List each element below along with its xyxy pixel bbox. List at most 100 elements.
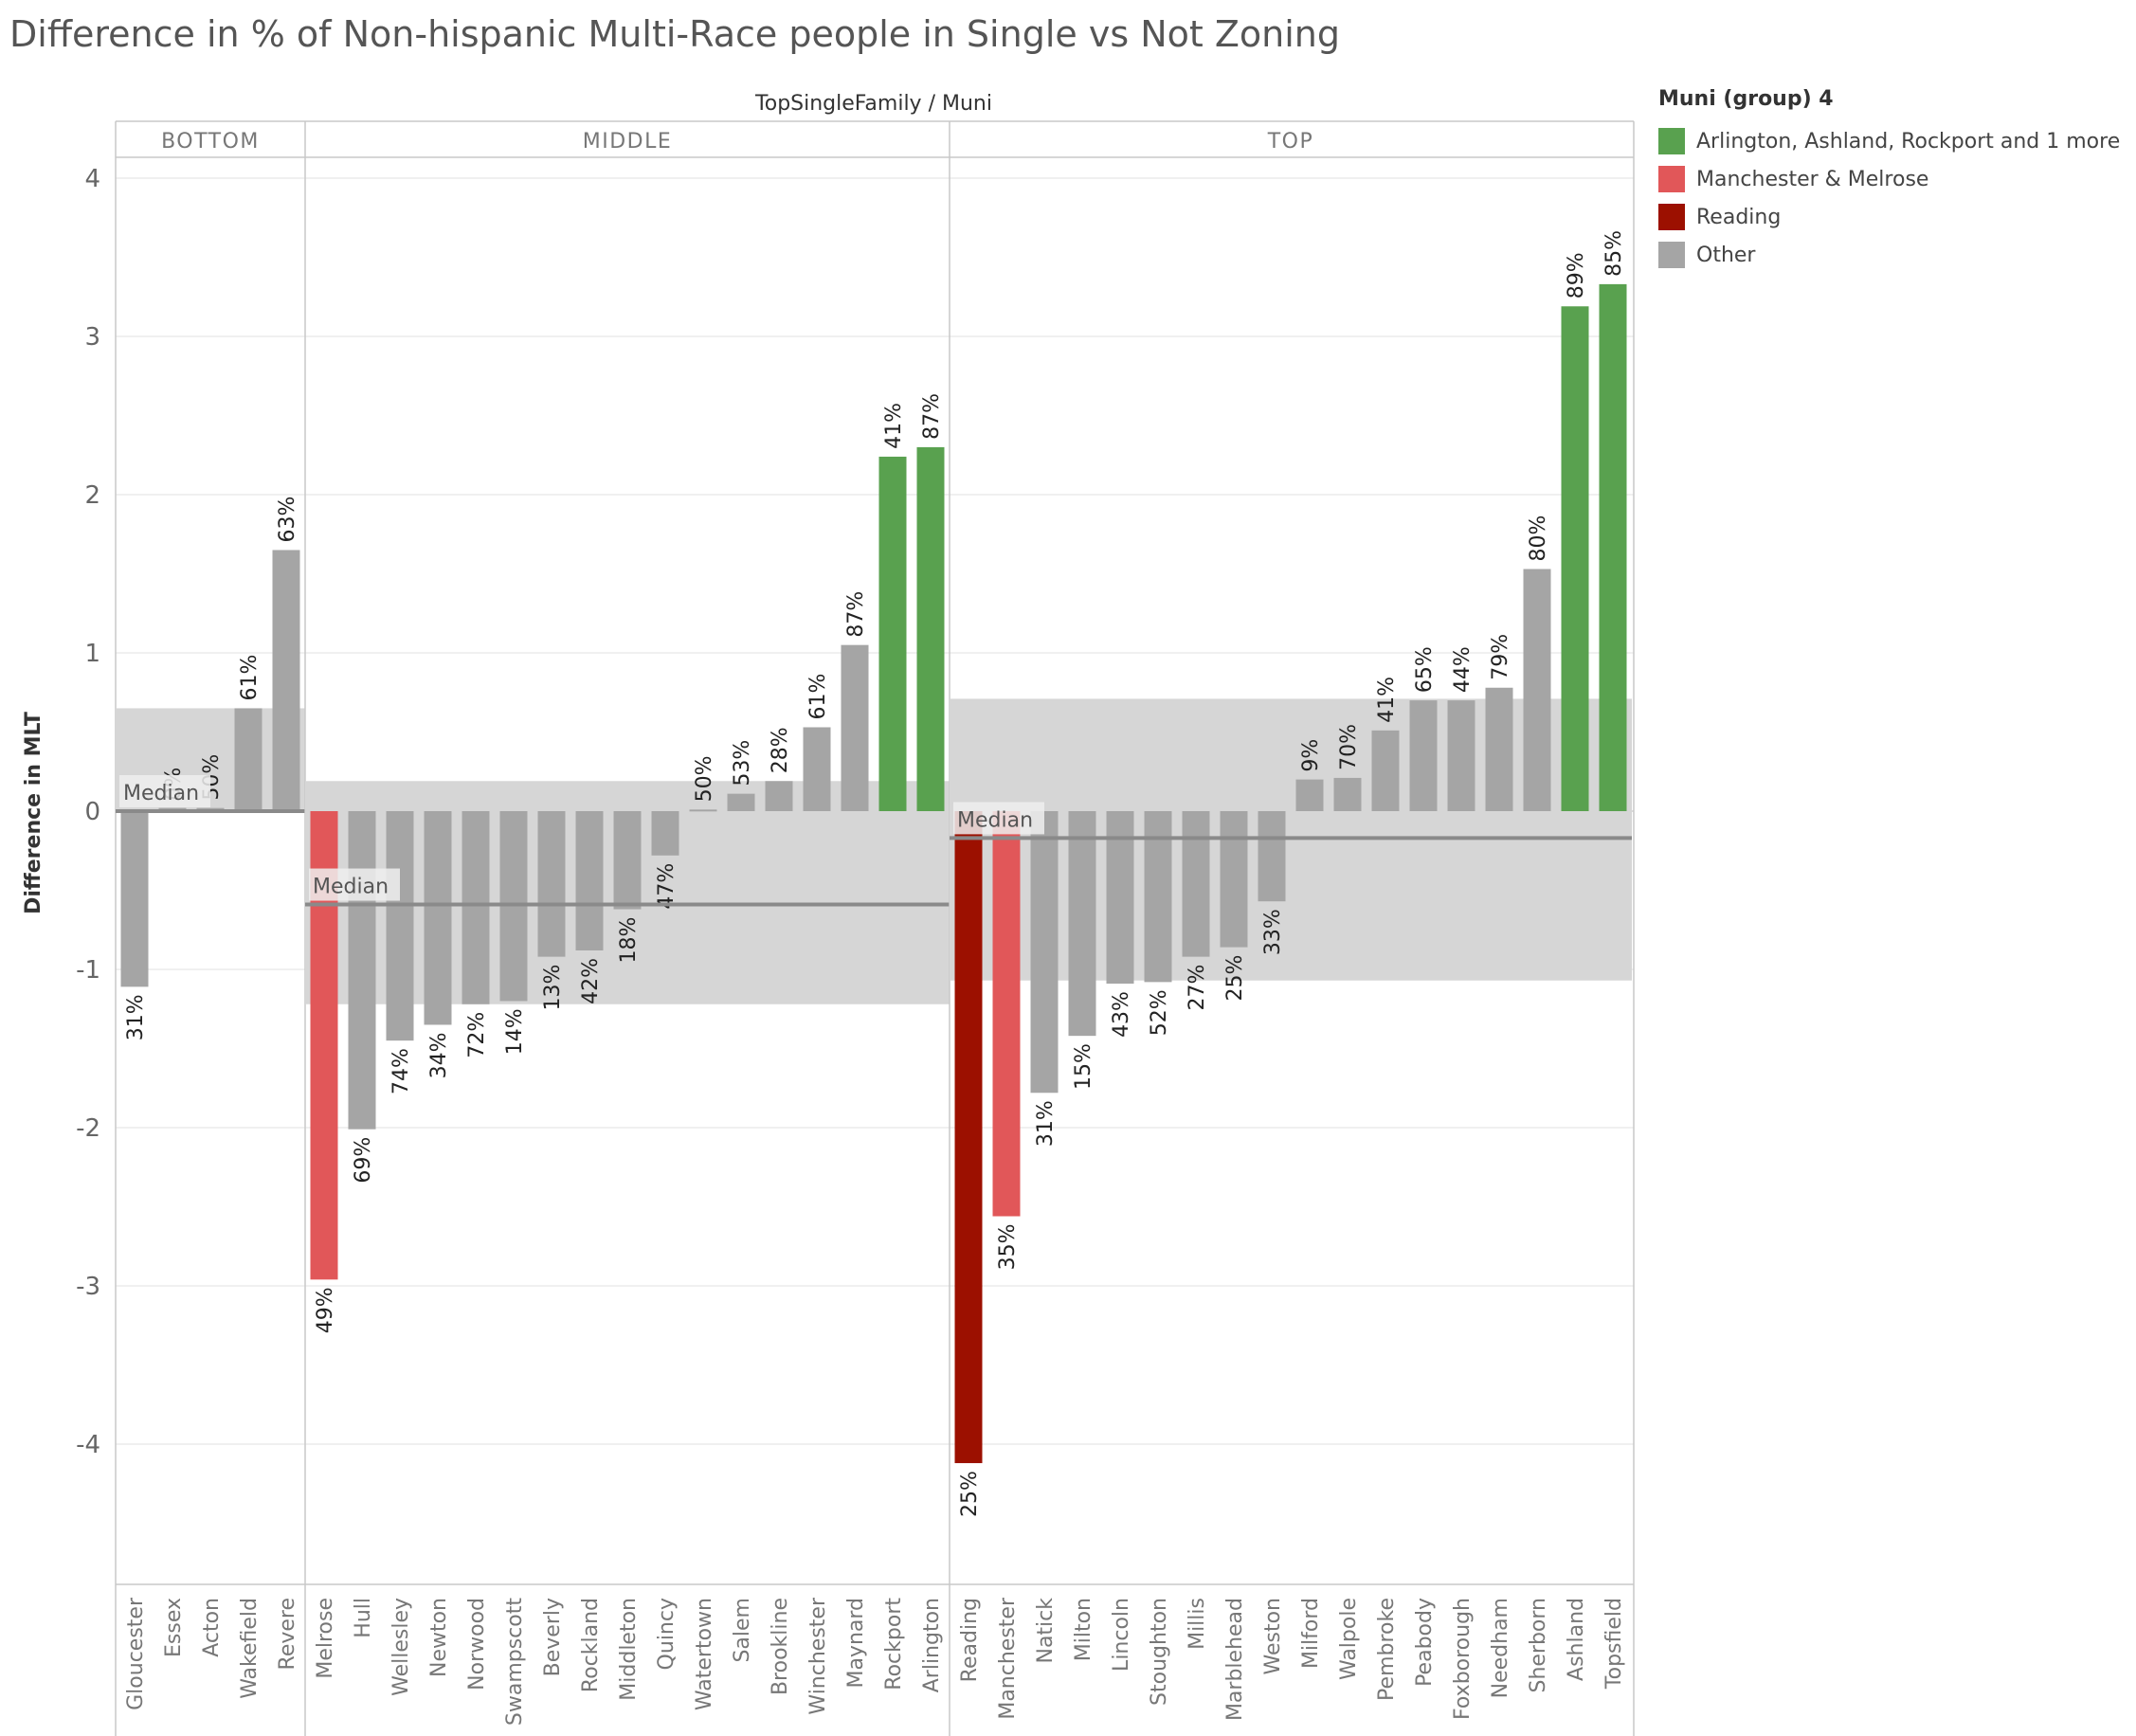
legend-label: Reading (1696, 205, 1782, 229)
legend-item[interactable]: Reading (1658, 198, 2132, 236)
bar (916, 446, 945, 811)
bar (613, 811, 642, 910)
panel-header: BOTTOM (161, 130, 260, 154)
data-label: 87% (844, 591, 868, 638)
y-tick-label: 1 (84, 640, 100, 668)
legend-item[interactable]: Arlington, Ashland, Rockport and 1 more (1658, 122, 2132, 160)
x-tick-label: Norwood (465, 1598, 489, 1691)
panel-header: MIDDLE (583, 130, 673, 154)
x-tick-label: Acton (200, 1598, 224, 1657)
data-label: 49% (314, 1287, 337, 1333)
data-label: 9% (1299, 739, 1323, 772)
x-tick-label: Millis (1186, 1598, 1209, 1650)
data-label: 65% (1413, 646, 1437, 693)
y-tick-label: 0 (84, 798, 100, 826)
x-tick-label: Manchester (996, 1597, 1020, 1720)
x-tick-label: Winchester (806, 1597, 830, 1715)
legend-label: Arlington, Ashland, Rockport and 1 more (1696, 129, 2121, 154)
column-header: TopSingleFamily / Muni (754, 92, 992, 116)
bar (878, 456, 907, 811)
bar (1561, 306, 1589, 811)
legend-swatch (1658, 128, 1685, 154)
bar (1409, 700, 1438, 811)
median-label: Median (957, 808, 1033, 832)
data-label: 61% (806, 674, 830, 720)
data-label: 79% (1489, 634, 1512, 680)
y-axis-label: Difference in MLT (22, 712, 45, 914)
legend-label: Manchester & Melrose (1696, 167, 1929, 191)
legend-swatch (1658, 204, 1685, 230)
bar (462, 811, 490, 1004)
x-tick-label: Topsfield (1602, 1598, 1626, 1690)
y-tick-label: 2 (84, 481, 100, 510)
median-label-bg (309, 868, 400, 901)
data-label: 44% (1451, 646, 1475, 693)
y-tick-label: -3 (76, 1273, 100, 1301)
bar (727, 793, 755, 811)
bar (424, 811, 452, 1025)
legend-item[interactable]: Other (1658, 236, 2132, 274)
bar (841, 644, 869, 811)
y-tick-label: -4 (76, 1431, 100, 1459)
x-tick-label: Maynard (844, 1598, 868, 1689)
data-label: 72% (465, 1012, 489, 1058)
x-tick-label: Wakefield (238, 1598, 262, 1699)
chart-title: Difference in % of Non-hispanic Multi-Ra… (9, 13, 1340, 55)
bar (651, 811, 679, 856)
x-tick-label: Essex (162, 1598, 186, 1657)
x-tick-label: Natick (1034, 1598, 1058, 1664)
x-tick-label: Marblehead (1223, 1598, 1247, 1721)
x-tick-label: Melrose (314, 1598, 337, 1679)
x-tick-label: Peabody (1413, 1598, 1437, 1687)
bar (272, 550, 300, 811)
x-tick-label: Gloucester (124, 1597, 148, 1710)
bar (1030, 811, 1059, 1094)
y-tick-label: -1 (76, 956, 100, 985)
x-tick-label: Beverly (541, 1598, 565, 1676)
x-tick-label: Walpole (1337, 1598, 1361, 1680)
bar (575, 811, 604, 950)
data-label: 52% (1148, 989, 1171, 1036)
bar (1182, 811, 1210, 957)
data-label: 35% (996, 1224, 1020, 1271)
legend: Muni (group) 4 Arlington, Ashland, Rockp… (1658, 87, 2132, 274)
data-label: 33% (1261, 909, 1285, 955)
data-label: 61% (238, 655, 262, 701)
bar (803, 727, 831, 811)
data-label: 25% (958, 1471, 982, 1517)
legend-item[interactable]: Manchester & Melrose (1658, 160, 2132, 198)
data-label: 15% (1072, 1043, 1095, 1090)
bar (1599, 283, 1627, 811)
data-label: 41% (1375, 677, 1399, 723)
median-label-bg (953, 802, 1044, 835)
bar (1333, 777, 1362, 811)
data-label: 27% (1186, 965, 1209, 1011)
data-label: 89% (1565, 252, 1588, 298)
x-tick-label: Swampscott (503, 1598, 527, 1726)
median-label: Median (313, 876, 389, 899)
bar (1220, 811, 1248, 948)
x-tick-label: Ashland (1565, 1598, 1588, 1681)
data-label: 13% (541, 965, 565, 1011)
x-tick-label: Rockland (579, 1598, 603, 1692)
x-tick-label: Foxborough (1451, 1598, 1475, 1720)
legend-title: Muni (group) 4 (1658, 87, 1834, 111)
x-tick-label: Watertown (693, 1598, 716, 1710)
bar (537, 811, 566, 957)
data-label: 70% (1337, 724, 1361, 770)
x-tick-label: Middleton (617, 1598, 641, 1701)
data-label: 53% (731, 740, 754, 787)
bar (1068, 811, 1096, 1037)
data-label: 69% (352, 1137, 375, 1184)
bar (992, 811, 1021, 1217)
data-label: 31% (1034, 1100, 1058, 1147)
bar (1485, 687, 1513, 811)
data-label: 85% (1602, 230, 1626, 277)
x-tick-label: Needham (1489, 1598, 1512, 1698)
y-tick-label: 4 (84, 165, 100, 193)
x-tick-label: Quincy (655, 1598, 679, 1670)
x-tick-label: Newton (427, 1598, 451, 1677)
bar (1447, 700, 1475, 811)
x-tick-label: Pembroke (1375, 1598, 1399, 1701)
